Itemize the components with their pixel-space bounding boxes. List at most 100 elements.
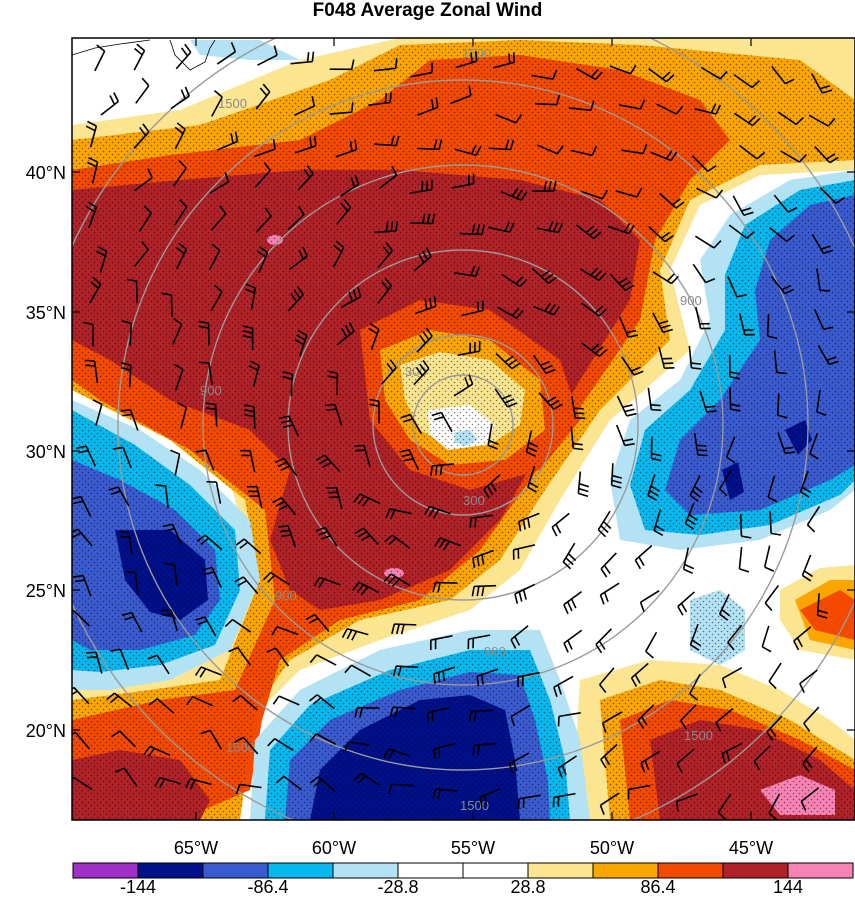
wind-barb (254, 161, 271, 188)
wind-barb (518, 512, 540, 532)
wind-barb (733, 112, 761, 127)
wind-barb (266, 647, 290, 667)
wind-barb (715, 707, 734, 732)
wind-barb (426, 707, 450, 723)
wind-barb (210, 284, 223, 312)
wind-barb (414, 296, 437, 315)
colorbar-label: -144 (120, 877, 156, 897)
figure-title: F048 Average Zonal Wind (312, 0, 543, 21)
wind-barb (434, 537, 461, 551)
wind-barb (767, 475, 778, 503)
wind-barb (200, 729, 223, 750)
wind-barb (451, 173, 475, 189)
wind-barb (461, 300, 484, 317)
wind-barb (721, 666, 743, 689)
plot-area: 1500 1500 1500 300 300 900 900 900 1500 … (72, 38, 855, 820)
wind-barb (305, 613, 330, 633)
wind-barb (243, 404, 256, 429)
colorbar-cell (267, 862, 334, 879)
colorbar-cell (787, 862, 854, 879)
wind-barb (113, 446, 132, 469)
wind-barb (409, 179, 433, 194)
colorbar-cell (657, 862, 724, 879)
wind-barb (263, 571, 290, 586)
wind-barb (450, 85, 472, 105)
wind-barb (389, 706, 415, 718)
wind-barb (682, 547, 695, 575)
wind-barb (121, 320, 133, 346)
wind-barb (479, 787, 501, 808)
wind-barb (799, 669, 818, 693)
wind-barb (816, 389, 827, 416)
wind-barb (581, 342, 608, 357)
wind-barb (527, 465, 539, 493)
wind-barb (811, 73, 833, 94)
wind-barb (680, 704, 697, 730)
wind-barb (577, 471, 590, 498)
wind-barb (430, 463, 455, 476)
wind-barb (534, 94, 561, 106)
wind-barb (648, 68, 675, 83)
wind-barb (429, 635, 453, 651)
wind-barb (85, 120, 98, 148)
wind-barb (455, 51, 478, 69)
wind-barb (531, 181, 557, 192)
wind-barb (693, 433, 708, 457)
wind-barb (727, 624, 743, 651)
wind-barb (287, 205, 305, 231)
wind-barb (208, 243, 221, 271)
wind-barb (329, 102, 354, 115)
wind-barb (309, 733, 337, 745)
wind-barb (733, 74, 760, 89)
wind-barb (388, 783, 414, 795)
wind-barb (780, 150, 807, 163)
wind-barb (739, 144, 766, 160)
lat-ticks (72, 171, 855, 731)
wind-barb (773, 194, 798, 213)
wind-barb (413, 247, 432, 272)
wind-barb (170, 86, 190, 110)
wind-barb (677, 591, 695, 616)
wind-barb (133, 168, 153, 192)
wind-barb (202, 566, 223, 588)
range-rings (72, 38, 855, 820)
wind-barb (517, 794, 541, 809)
wind-barb (173, 160, 187, 187)
wind-barb (288, 246, 308, 270)
wind-barb (315, 454, 341, 472)
wind-barb (111, 730, 136, 748)
wind-barb (308, 694, 335, 710)
wind-barb (94, 44, 106, 72)
lat-label: 25°N (26, 581, 66, 601)
ring-label: 1500 (460, 798, 489, 813)
stipple-overlay (72, 40, 855, 820)
colorbar-cell (202, 862, 269, 879)
wind-barb (209, 172, 230, 194)
wind-barb (689, 673, 701, 701)
wind-barb (627, 784, 651, 800)
wind-barb (512, 544, 536, 560)
wind-barb (571, 395, 586, 420)
wind-barb (235, 783, 262, 795)
wind-barb (652, 312, 673, 334)
wind-barb (694, 235, 722, 249)
wind-barb (568, 100, 595, 112)
wind-barb (580, 302, 608, 317)
wind-barb (531, 267, 558, 284)
wind-barb (454, 144, 482, 157)
wind-barb (399, 449, 420, 471)
wind-barb (536, 221, 564, 234)
wind-barb (368, 323, 380, 351)
wind-barb (232, 694, 258, 711)
wind-barb (768, 793, 781, 820)
wind-barb (385, 508, 412, 520)
colorbar-label: 144 (773, 877, 803, 897)
wind-barb (563, 629, 583, 653)
wind-barb (413, 359, 430, 386)
wind-barb (557, 755, 577, 778)
wind-barb (525, 430, 539, 457)
wind-barb (162, 523, 183, 545)
wind-barb (652, 271, 679, 285)
wind-barb (557, 712, 581, 727)
wind-barb (771, 65, 795, 85)
